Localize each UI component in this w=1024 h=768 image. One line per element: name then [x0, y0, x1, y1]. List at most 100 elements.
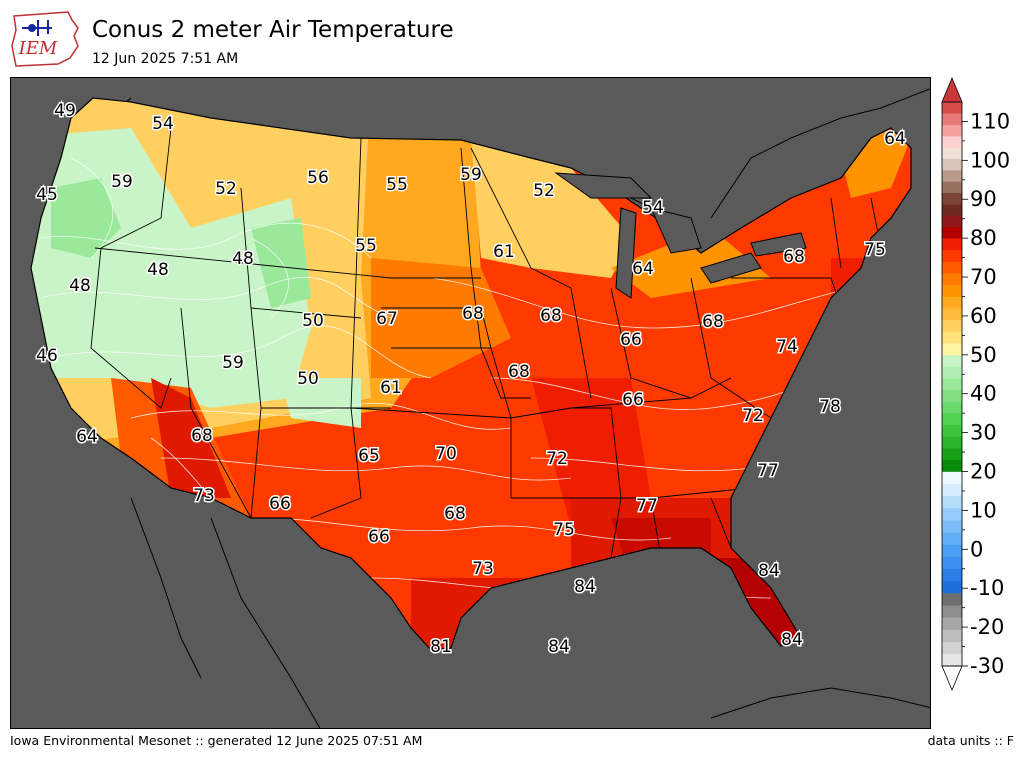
- colorbar-swatch: [942, 389, 962, 402]
- station-temp-label: 66: [269, 494, 291, 514]
- station-temp-label: 75: [864, 240, 886, 260]
- colorbar-swatch: [942, 568, 962, 582]
- colorbar-swatch: [942, 436, 962, 449]
- colorbar-tick-label: -10: [970, 576, 1004, 600]
- station-temp-label: 72: [742, 406, 764, 426]
- colorbar-swatch: [942, 273, 962, 286]
- colorbar-tick-label: 60: [970, 304, 997, 328]
- colorbar-swatch: [942, 605, 962, 618]
- station-temp-label: 81: [430, 637, 452, 657]
- colorbar-swatch: [942, 319, 962, 332]
- colorbar-swatch: [942, 181, 962, 194]
- station-temp-label: 64: [884, 129, 906, 149]
- footer-units: data units :: F: [927, 733, 1014, 748]
- colorbar-swatch: [942, 544, 962, 557]
- station-temp-label: 66: [622, 390, 644, 410]
- map-title: Conus 2 meter Air Temperature: [92, 17, 454, 43]
- station-temp-label: 50: [297, 369, 319, 389]
- station-temp-label: 52: [533, 181, 555, 201]
- station-temp-label: 66: [620, 330, 642, 350]
- station-temp-label: 84: [574, 577, 596, 597]
- station-temp-label: 68: [540, 306, 562, 326]
- colorbar-swatch: [942, 532, 962, 545]
- station-temp-label: 48: [147, 260, 169, 280]
- station-temp-label: 77: [636, 496, 658, 516]
- station-temp-label: 46: [36, 346, 58, 366]
- station-temp-label: 48: [232, 249, 254, 269]
- colorbar-swatch: [942, 520, 962, 533]
- station-temp-label: 68: [702, 312, 724, 332]
- colorbar-swatch: [942, 354, 962, 367]
- footer-credit: Iowa Environmental Mesonet :: generated …: [10, 733, 423, 748]
- station-temp-label: 55: [355, 236, 377, 256]
- colorbar-swatch: [942, 593, 962, 606]
- station-temp-label: 56: [307, 168, 329, 188]
- station-temp-label: 65: [358, 446, 380, 466]
- station-temp-label: 54: [152, 114, 174, 134]
- station-temp-label: 84: [758, 561, 780, 581]
- colorbar-swatch: [942, 401, 962, 414]
- colorbar-swatch: [942, 617, 962, 630]
- colorbar-tick-label: -30: [970, 654, 1004, 678]
- colorbar-swatch: [942, 556, 962, 570]
- station-temp-label: 61: [380, 378, 402, 398]
- colorbar-tick-label: 0: [970, 537, 983, 561]
- logo-text: IEM: [18, 38, 58, 59]
- station-temp-label: 59: [460, 165, 482, 185]
- station-temp-label: 48: [69, 276, 91, 296]
- great-lakes: [554, 172, 807, 299]
- colorbar-swatch: [942, 331, 962, 344]
- station-temp-label: 84: [781, 630, 803, 650]
- station-temp-label: 77: [757, 461, 779, 481]
- colorbar-swatch: [942, 170, 962, 182]
- colorbar-swatch: [942, 580, 962, 594]
- colorbar-swatch: [942, 284, 962, 297]
- colorbar-swatch: [942, 378, 962, 391]
- station-temp-label: 84: [548, 637, 570, 657]
- station-temp-label: 68: [462, 304, 484, 324]
- colorbar-swatch: [942, 495, 962, 509]
- station-temp-label: 59: [222, 353, 244, 373]
- station-temp-label: 67: [376, 309, 398, 329]
- map-subtitle: 12 Jun 2025 7:51 AM: [92, 51, 239, 67]
- colorbar-swatch: [942, 653, 962, 667]
- colorbar-swatch: [942, 136, 962, 148]
- colorbar-tick-label: 30: [970, 421, 997, 445]
- colorbar-tick-label: 90: [970, 187, 997, 211]
- colorbar-swatch: [942, 629, 962, 642]
- station-temp-label: 75: [553, 520, 575, 540]
- colorbar-tick-label: 50: [970, 343, 997, 367]
- station-labels: 49 54 45 59 52 56 55 59 52 54 64 48 48 48 55 61 64 68 75 46…: [35, 100, 908, 659]
- station-temp-label: 45: [36, 185, 58, 205]
- colorbar-tick-label: 10: [970, 498, 997, 522]
- colorbar-swatch: [942, 215, 962, 228]
- colorbar-tick-label: 20: [970, 460, 997, 484]
- colorbar-min-extension: [941, 665, 963, 692]
- station-temp-label: 52: [215, 179, 237, 199]
- colorbar-swatch: [942, 308, 962, 321]
- station-temp-label: 59: [111, 172, 133, 192]
- station-temp-label: 70: [435, 444, 457, 464]
- station-temp-label: 68: [508, 362, 530, 382]
- station-temp-label: 61: [493, 242, 515, 262]
- colorbar-swatch: [942, 413, 962, 426]
- station-temp-label: 78: [819, 397, 841, 417]
- colorbar-swatch: [942, 471, 962, 484]
- colorbar-swatch: [942, 296, 962, 309]
- colorbar-swatch: [942, 641, 962, 655]
- colorbar-swatch: [942, 483, 962, 497]
- colorbar-swatch: [942, 507, 962, 521]
- colorbar-tick-label: 80: [970, 226, 997, 250]
- colorbar-swatch: [942, 448, 962, 461]
- station-temp-label: 73: [472, 559, 494, 579]
- station-temp-label: 64: [632, 259, 654, 279]
- station-temp-label: 74: [776, 337, 798, 357]
- station-temp-label: 64: [76, 427, 98, 447]
- colorbar-tick-label: 70: [970, 265, 997, 289]
- colorbar-swatch: [942, 459, 962, 472]
- station-temp-label: 72: [546, 449, 568, 469]
- colorbar-swatch: [942, 343, 962, 356]
- colorbar-swatch: [942, 124, 962, 137]
- colorbar-tick-label: 40: [970, 382, 997, 406]
- colorbar-swatch: [942, 102, 962, 114]
